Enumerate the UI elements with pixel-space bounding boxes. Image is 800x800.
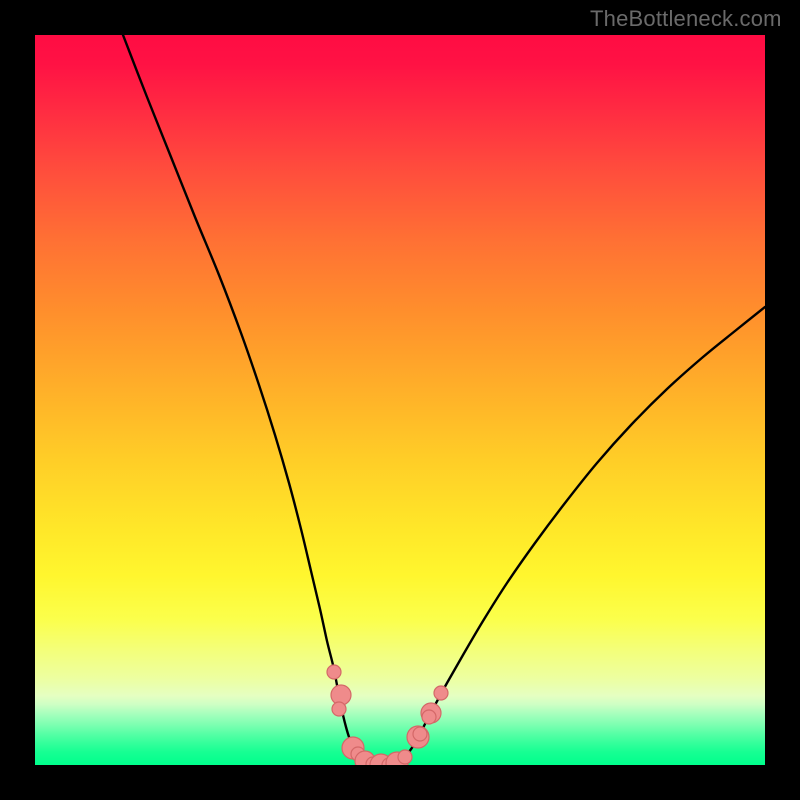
- watermark-text: TheBottleneck.com: [590, 6, 782, 32]
- bead: [332, 702, 346, 716]
- bead: [413, 727, 427, 741]
- bead: [398, 750, 412, 764]
- bead: [327, 665, 341, 679]
- bead: [422, 710, 436, 724]
- chart-svg: [35, 35, 765, 765]
- bead: [434, 686, 448, 700]
- plot-area: [35, 35, 765, 765]
